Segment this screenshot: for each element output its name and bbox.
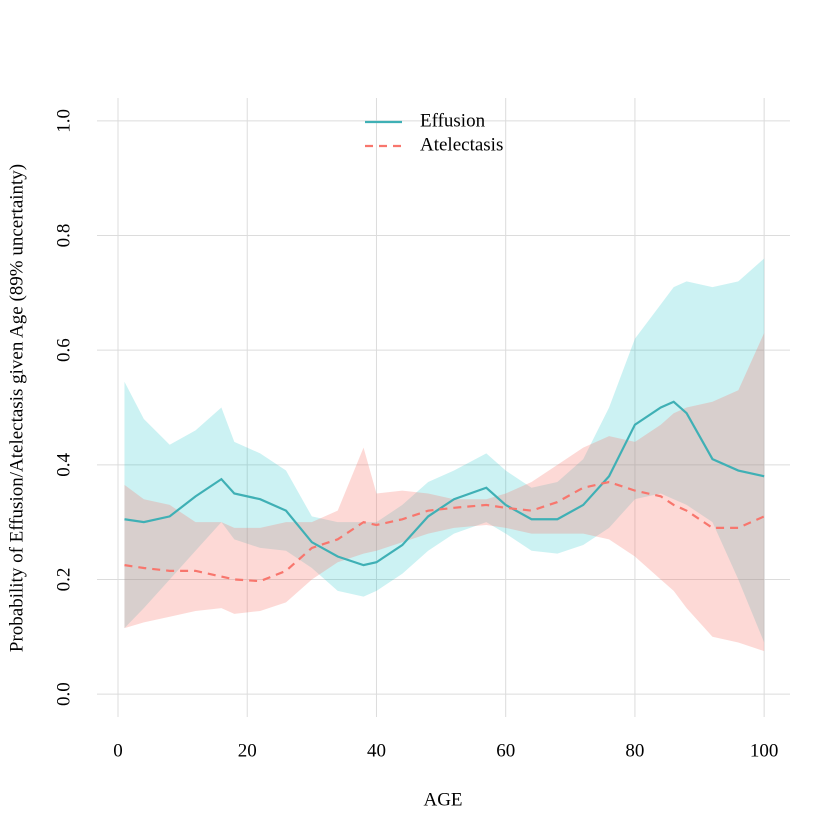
x-tick-label: 40	[367, 740, 386, 761]
grid	[97, 98, 790, 717]
y-axis-title: Probability of Effusion/Atelectasis give…	[6, 164, 27, 652]
series-line	[124, 480, 765, 583]
y-tick-label: 0.2	[53, 568, 74, 592]
y-tick-label: 0.4	[53, 452, 74, 476]
uncertainty-band	[124, 332, 765, 652]
x-tick-label: 0	[113, 740, 123, 761]
x-tick-label: 80	[625, 740, 644, 761]
x-tick-label: 20	[238, 740, 257, 761]
legend-label: Atelectasis	[420, 134, 503, 155]
y-tick-label: 0.8	[53, 224, 74, 248]
x-axis-title: AGE	[423, 789, 462, 810]
x-tick-label: 100	[750, 740, 779, 761]
x-tick-label: 60	[496, 740, 515, 761]
y-tick-label: 1.0	[53, 109, 74, 133]
uncertainty-band	[124, 258, 765, 643]
legend-label: Effusion	[420, 110, 486, 131]
series-line	[124, 400, 765, 567]
y-tick-label: 0.0	[53, 682, 74, 706]
y-tick-label: 0.6	[53, 338, 74, 362]
